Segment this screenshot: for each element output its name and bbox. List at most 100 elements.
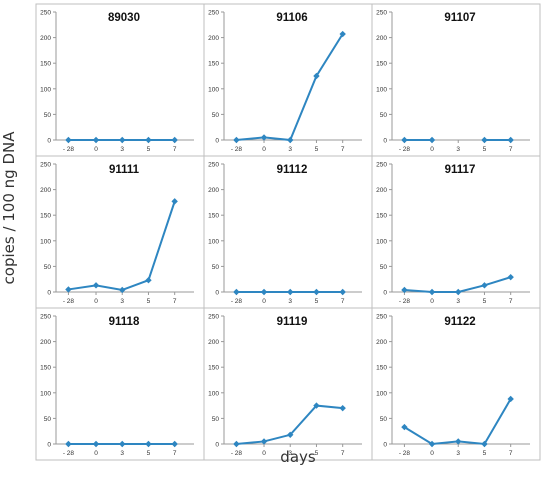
panel-frame: [203, 155, 373, 309]
data-point: [145, 440, 152, 448]
panel-title: 91122: [444, 316, 475, 328]
x-tick-label: 3: [120, 146, 124, 153]
data-point: [481, 136, 488, 144]
y-tick-label: 50: [380, 416, 388, 423]
x-tick-label: - 28: [399, 298, 411, 305]
panel-89030: 0 50 100 150 200 250 - 28 0 3 5 7 89030: [35, 3, 205, 157]
y-tick-label: 250: [376, 10, 387, 17]
x-tick-label: 5: [315, 450, 319, 457]
x-tick-label: 0: [94, 298, 98, 305]
x-tick-label: 3: [120, 450, 124, 457]
x-tick-label: 7: [341, 450, 345, 457]
panel-frame: [371, 3, 541, 157]
panel-title: 89030: [108, 12, 140, 24]
x-tick-label: 5: [147, 298, 151, 305]
data-point: [171, 198, 178, 205]
data-point: [92, 136, 100, 144]
y-tick-label: 150: [376, 365, 387, 372]
y-tick-label: 150: [376, 213, 387, 220]
panel-frame: [35, 307, 205, 461]
data-point: [92, 440, 100, 448]
x-tick-label: - 28: [63, 146, 75, 153]
y-tick-label: 250: [376, 162, 387, 169]
data-point: [428, 440, 436, 448]
y-tick-label: 200: [208, 187, 219, 194]
data-point: [455, 438, 462, 445]
y-tick-label: 0: [215, 290, 219, 297]
data-point: [233, 440, 240, 448]
y-tick-label: 100: [208, 238, 219, 245]
x-tick-label: 5: [483, 450, 487, 457]
data-point: [92, 282, 100, 289]
y-tick-label: 200: [208, 35, 219, 42]
data-point: [287, 288, 294, 296]
x-tick-label: 3: [288, 450, 292, 457]
data-point: [481, 282, 488, 289]
y-tick-label: 200: [376, 187, 387, 194]
panel-title: 91118: [109, 316, 140, 328]
y-tick-label: 200: [376, 35, 387, 42]
data-point: [428, 136, 436, 144]
x-axis-label: days: [280, 448, 316, 466]
x-tick-label: 3: [288, 146, 292, 153]
y-tick-label: 100: [40, 238, 51, 245]
panel-frame: [203, 307, 373, 461]
y-tick-label: 100: [208, 390, 219, 397]
panel-frame: [35, 155, 205, 309]
y-tick-label: 100: [40, 390, 51, 397]
data-point: [507, 136, 514, 144]
y-tick-label: 150: [376, 61, 387, 68]
y-tick-label: 50: [44, 416, 52, 423]
panel-frame: [35, 3, 205, 157]
y-tick-label: 100: [40, 86, 51, 93]
data-point: [428, 288, 436, 296]
y-axis-label: copies / 100 ng DNA: [0, 131, 18, 285]
y-tick-label: 150: [40, 61, 51, 68]
data-point: [313, 288, 320, 296]
data-point: [119, 440, 126, 448]
y-tick-label: 150: [40, 213, 51, 220]
panel-91112: 0 50 100 150 200 250 - 28 0 3 5 7 91112: [203, 155, 373, 309]
x-tick-label: 0: [94, 450, 98, 457]
x-tick-label: 7: [173, 146, 177, 153]
data-point: [313, 402, 320, 409]
x-tick-label: 7: [341, 298, 345, 305]
y-tick-label: 50: [212, 416, 220, 423]
data-point: [260, 288, 268, 296]
y-tick-label: 250: [208, 314, 219, 321]
x-tick-label: - 28: [231, 298, 243, 305]
y-tick-label: 200: [40, 339, 51, 346]
y-tick-label: 100: [208, 86, 219, 93]
panel-title: 91117: [445, 164, 476, 176]
y-tick-label: 50: [380, 112, 388, 119]
y-tick-label: 50: [380, 264, 388, 271]
x-tick-label: 5: [483, 146, 487, 153]
x-tick-label: 7: [509, 450, 513, 457]
x-tick-label: 7: [173, 298, 177, 305]
x-tick-label: - 28: [231, 146, 243, 153]
y-tick-label: 150: [40, 365, 51, 372]
panel-title: 91107: [444, 12, 475, 24]
panel-91111: 0 50 100 150 200 250 - 28 0 3 5 7 91111: [35, 155, 205, 309]
panel-91122: 0 50 100 150 200 250 - 28 0 3 5 7 91122: [371, 307, 541, 461]
y-tick-label: 0: [215, 138, 219, 145]
panel-91106: 0 50 100 150 200 250 - 28 0 3 5 7 91106: [203, 3, 373, 157]
x-tick-label: 5: [315, 298, 319, 305]
y-tick-label: 0: [47, 290, 51, 297]
y-tick-label: 250: [40, 10, 51, 17]
data-point: [287, 136, 294, 144]
data-point: [313, 72, 320, 80]
y-tick-label: 100: [376, 86, 387, 93]
x-tick-label: 5: [315, 146, 319, 153]
panel-title: 91119: [277, 316, 308, 328]
y-tick-label: 150: [208, 61, 219, 68]
data-point: [65, 136, 72, 144]
panel-title: 91112: [277, 164, 308, 176]
x-tick-label: 3: [456, 146, 460, 153]
panel-91118: 0 50 100 150 200 250 - 28 0 3 5 7 91118: [35, 307, 205, 461]
x-tick-label: - 28: [63, 450, 75, 457]
x-tick-label: - 28: [399, 146, 411, 153]
x-tick-label: 5: [147, 450, 151, 457]
x-tick-label: - 28: [231, 450, 243, 457]
y-tick-label: 100: [376, 390, 387, 397]
